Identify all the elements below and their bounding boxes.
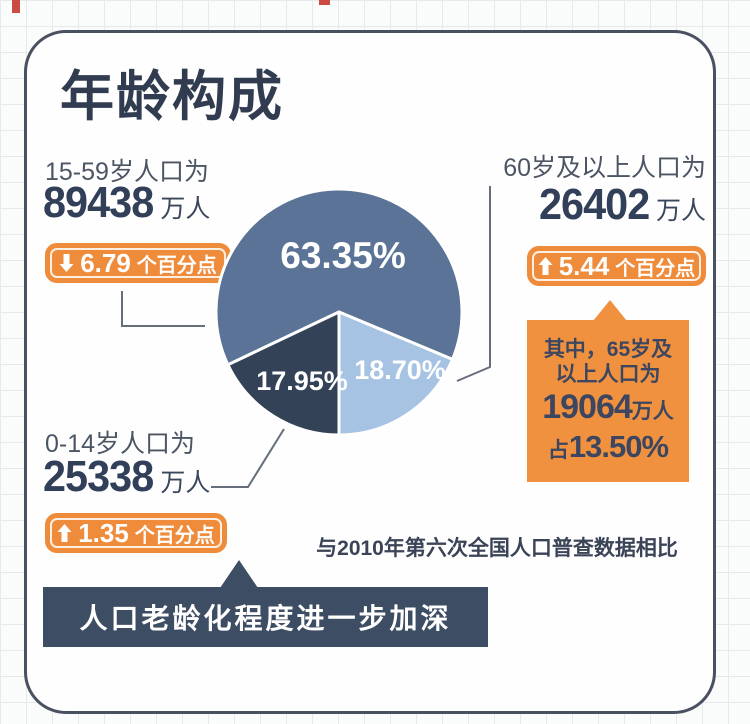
- age-pie-chart: [211, 184, 467, 440]
- share-value: 13.50%: [568, 428, 669, 464]
- change-suffix: 个百分点: [136, 254, 217, 277]
- stat-age-15-59: 89438 万人: [43, 178, 210, 228]
- pie-svg: [214, 187, 464, 437]
- callout-triangle-up: [593, 300, 627, 321]
- change-badge-age-0-14: 1.35 个百分点: [45, 513, 227, 553]
- stat-value: 19064: [542, 388, 633, 427]
- banner-triangle-up: [220, 560, 258, 588]
- stat-age-60-plus: 26402 万人: [456, 180, 706, 230]
- pie-slice-60-plus: [337, 310, 454, 437]
- callout-line1: 其中，65岁及: [543, 337, 673, 361]
- pie-slice-0-14: [226, 310, 341, 437]
- label-age-0-14: 0-14岁人口为: [45, 430, 196, 458]
- label-age-60-plus: 60岁及以上人口为: [503, 154, 706, 182]
- label-age-15-59: 15-59岁人口为: [45, 158, 209, 186]
- change-suffix: 个百分点: [134, 524, 215, 547]
- red-tick-mark: [12, 0, 20, 13]
- stat-unit: 万人: [160, 469, 211, 497]
- stat-age-0-14: 25338 万人: [43, 452, 210, 502]
- red-tick-mark: [319, 0, 330, 5]
- change-badge-age-15-59: 6.79 个百分点: [45, 243, 231, 283]
- down-arrow-icon: [59, 254, 74, 272]
- change-badge-age-60-plus: 5.44 个百分点: [527, 246, 706, 286]
- stat-value: 25338: [43, 452, 154, 501]
- change-suffix: 个百分点: [615, 257, 696, 280]
- up-arrow-icon: [57, 524, 72, 542]
- age-65-plus-callout: 其中，65岁及 以上人口为 19064万人 占13.50%: [527, 320, 689, 482]
- stat-value: 26402: [538, 180, 650, 229]
- change-value: 6.79: [80, 247, 131, 278]
- comparison-note: 与2010年第六次全国人口普查数据相比: [316, 537, 678, 560]
- up-arrow-icon: [538, 257, 553, 275]
- share-prefix: 占: [547, 438, 569, 462]
- stat-unit: 万人: [160, 195, 211, 223]
- pie-label-60-plus: 18.70%: [354, 355, 446, 385]
- page-title: 年龄构成: [60, 67, 284, 127]
- callout-line2: 以上人口为: [555, 363, 661, 386]
- stat-unit: 万人: [655, 197, 706, 225]
- change-value: 1.35: [78, 517, 129, 548]
- pie-label-0-14: 17.95%: [256, 366, 348, 396]
- conclusion-banner: 人口老龄化程度进一步加深: [43, 587, 488, 647]
- stat-unit: 万人: [631, 400, 674, 424]
- callout-value-row: 19064万人: [542, 387, 674, 428]
- pie-label-15-59: 63.35%: [280, 235, 406, 276]
- stat-value: 89438: [43, 178, 154, 227]
- change-value: 5.44: [558, 250, 610, 281]
- callout-share-row: 占13.50%: [547, 428, 669, 465]
